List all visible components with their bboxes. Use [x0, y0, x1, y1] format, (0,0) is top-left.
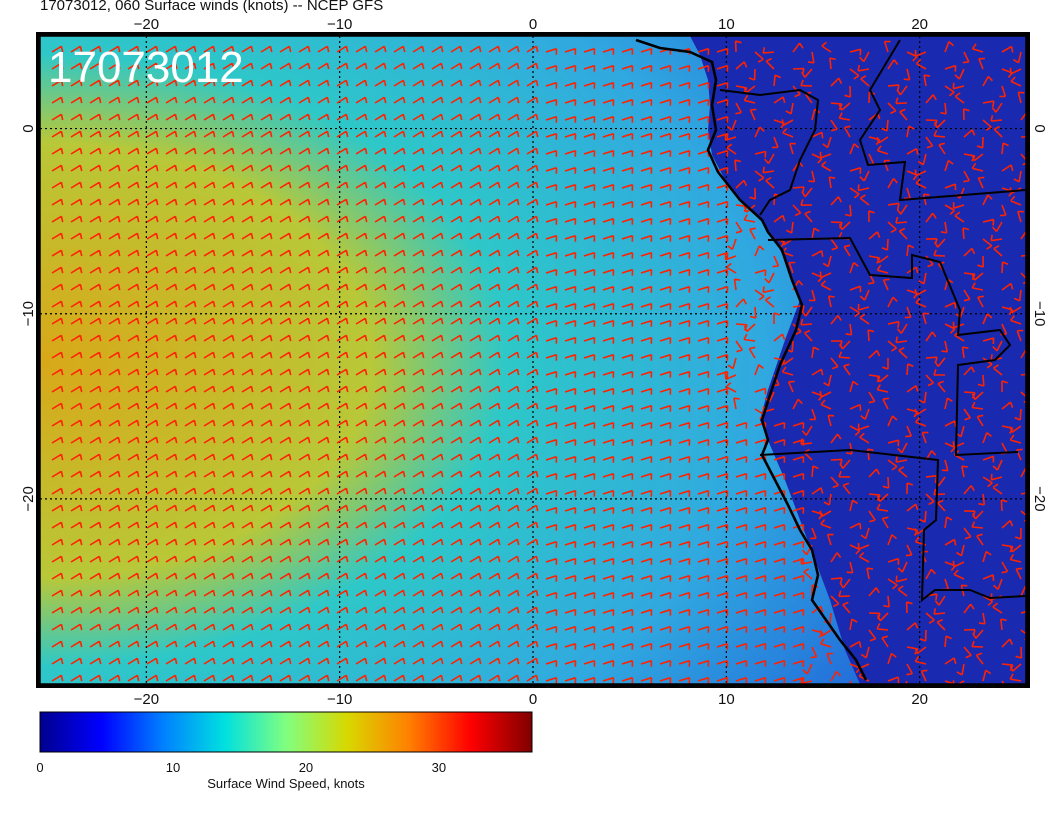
axis-ticks: −20 −20 −10 −10 0 0 10 10 20 20 0 0 −10 −10 −20 −20	[20, 16, 1048, 708]
lat-tick-label-left: −20	[20, 486, 37, 511]
lon-tick-label-bottom: −10	[327, 691, 352, 708]
map-border	[39, 35, 1027, 685]
border-lines	[719, 39, 1026, 603]
lon-tick-label-bottom: 0	[529, 691, 537, 708]
lat-tick-label-left: 0	[20, 124, 37, 132]
lat-tick-label-right: 0	[1031, 124, 1048, 132]
map-title: 17073012, 060 Surface winds (knots) -- N…	[40, 0, 384, 14]
colorbar	[39, 711, 533, 753]
lon-tick-label-top: −20	[134, 16, 159, 33]
colorbar-tick-label: 10	[166, 760, 180, 775]
colorbar-title: Surface Wind Speed, knots	[207, 776, 365, 791]
colorbar-tick-label: 0	[36, 760, 43, 775]
date-stamp: 17073012	[48, 43, 244, 92]
wind-barbs	[51, 40, 1026, 684]
colorbar-ticks: 0 10 20 30	[36, 760, 446, 775]
lon-tick-label-bottom: 20	[911, 691, 928, 708]
lat-tick-label-right: −10	[1031, 301, 1048, 326]
lon-tick-label-top: 20	[911, 16, 928, 33]
coastline	[635, 38, 868, 681]
lon-tick-label-top: 10	[718, 16, 735, 33]
lon-tick-label-top: 0	[529, 16, 537, 33]
lon-tick-label-top: −10	[327, 16, 352, 33]
lat-tick-label-left: −10	[20, 301, 37, 326]
lat-tick-label-right: −20	[1031, 486, 1048, 511]
lon-tick-label-bottom: 10	[718, 691, 735, 708]
colorbar-tick-label: 20	[299, 760, 313, 775]
colorbar-tick-label: 30	[432, 760, 446, 775]
lon-tick-label-bottom: −20	[134, 691, 159, 708]
